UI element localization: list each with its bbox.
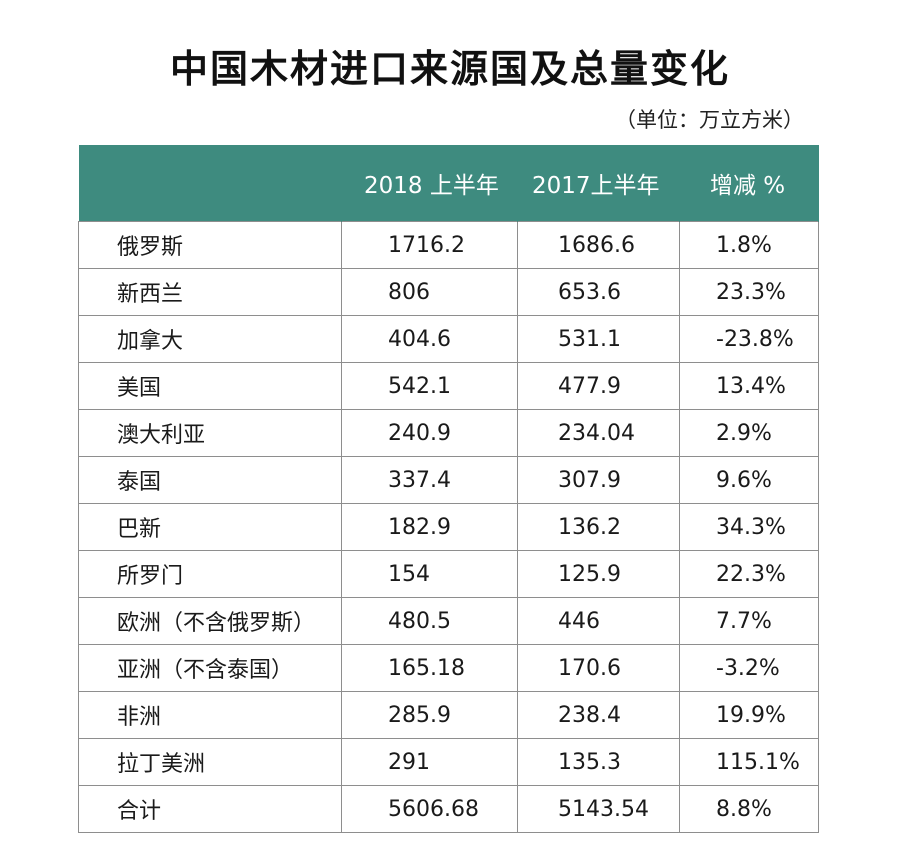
value-2018-cell: 154	[341, 550, 518, 598]
table-body: 俄罗斯 1716.2 1686.6 1.8% 新西兰 806 653.6 23.3% 加拿大 40…	[78, 221, 819, 833]
header-cell-2018: 2018 上半年	[341, 145, 518, 222]
value-2017-cell: 531.1	[517, 315, 680, 363]
value-2017-cell: 135.3	[517, 738, 680, 786]
change-cell: 7.7%	[679, 597, 819, 645]
value-2017-cell: 234.04	[517, 409, 680, 457]
region-cell: 巴新	[78, 503, 342, 551]
value-2017-cell: 477.9	[517, 362, 680, 410]
table-row: 亚洲（不含泰国） 165.18 170.6 -3.2%	[78, 644, 819, 692]
value-2018-cell: 165.18	[341, 644, 518, 692]
value-2017-cell: 5143.54	[517, 785, 680, 833]
region-cell: 澳大利亚	[78, 409, 342, 457]
header-cell-blank	[78, 145, 342, 222]
table-row: 欧洲（不含俄罗斯） 480.5 446 7.7%	[78, 597, 819, 645]
change-cell: 1.8%	[679, 221, 819, 269]
value-2018-cell: 806	[341, 268, 518, 316]
table-row: 非洲 285.9 238.4 19.9%	[78, 691, 819, 739]
change-cell: 9.6%	[679, 456, 819, 504]
value-2018-cell: 480.5	[341, 597, 518, 645]
value-2017-cell: 238.4	[517, 691, 680, 739]
table-row: 俄罗斯 1716.2 1686.6 1.8%	[78, 221, 819, 269]
value-2018-cell: 291	[341, 738, 518, 786]
value-2017-cell: 653.6	[517, 268, 680, 316]
table-row: 所罗门 154 125.9 22.3%	[78, 550, 819, 598]
region-cell: 亚洲（不含泰国）	[78, 644, 342, 692]
change-cell: 13.4%	[679, 362, 819, 410]
table-row: 泰国 337.4 307.9 9.6%	[78, 456, 819, 504]
table-row: 新西兰 806 653.6 23.3%	[78, 268, 819, 316]
region-cell: 合计	[78, 785, 342, 833]
change-cell: -3.2%	[679, 644, 819, 692]
value-2018-cell: 337.4	[341, 456, 518, 504]
table-header-row: 2018 上半年 2017上半年 增减 %	[78, 145, 819, 222]
change-cell: 23.3%	[679, 268, 819, 316]
region-cell: 新西兰	[78, 268, 342, 316]
value-2017-cell: 136.2	[517, 503, 680, 551]
change-cell: 2.9%	[679, 409, 819, 457]
change-cell: -23.8%	[679, 315, 819, 363]
table-row: 拉丁美洲 291 135.3 115.1%	[78, 738, 819, 786]
region-cell: 俄罗斯	[78, 221, 342, 269]
value-2018-cell: 5606.68	[341, 785, 518, 833]
change-cell: 8.8%	[679, 785, 819, 833]
table-row: 美国 542.1 477.9 13.4%	[78, 362, 819, 410]
header-cell-2017: 2017上半年	[517, 145, 680, 222]
table-row: 澳大利亚 240.9 234.04 2.9%	[78, 409, 819, 457]
value-2018-cell: 404.6	[341, 315, 518, 363]
value-2018-cell: 240.9	[341, 409, 518, 457]
value-2018-cell: 1716.2	[341, 221, 518, 269]
change-cell: 115.1%	[679, 738, 819, 786]
table-row: 巴新 182.9 136.2 34.3%	[78, 503, 819, 551]
change-cell: 22.3%	[679, 550, 819, 598]
region-cell: 所罗门	[78, 550, 342, 598]
region-cell: 美国	[78, 362, 342, 410]
region-cell: 泰国	[78, 456, 342, 504]
table-row: 加拿大 404.6 531.1 -23.8%	[78, 315, 819, 363]
value-2018-cell: 182.9	[341, 503, 518, 551]
chart-title: 中国木材进口来源国及总量变化	[169, 47, 730, 91]
data-table: 2018 上半年 2017上半年 增减 % 俄罗斯 1716.2 1686.6 1.8…	[78, 145, 819, 833]
change-cell: 19.9%	[679, 691, 819, 739]
value-2017-cell: 307.9	[517, 456, 680, 504]
region-cell: 拉丁美洲	[78, 738, 342, 786]
region-cell: 加拿大	[78, 315, 342, 363]
value-2018-cell: 285.9	[341, 691, 518, 739]
value-2018-cell: 542.1	[341, 362, 518, 410]
region-cell: 欧洲（不含俄罗斯）	[78, 597, 342, 645]
header-cell-change: 增减 %	[679, 145, 819, 222]
value-2017-cell: 170.6	[517, 644, 680, 692]
change-cell: 34.3%	[679, 503, 819, 551]
table-row: 合计 5606.68 5143.54 8.8%	[78, 785, 819, 833]
value-2017-cell: 1686.6	[517, 221, 680, 269]
value-2017-cell: 125.9	[517, 550, 680, 598]
value-2017-cell: 446	[517, 597, 680, 645]
unit-label: （单位：万立方米）	[615, 108, 804, 132]
region-cell: 非洲	[78, 691, 342, 739]
